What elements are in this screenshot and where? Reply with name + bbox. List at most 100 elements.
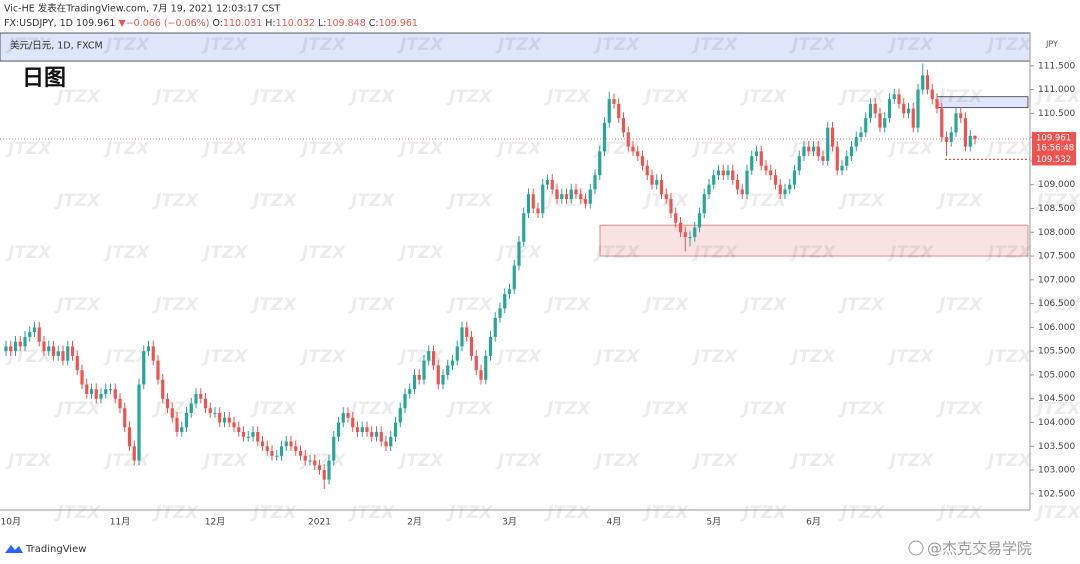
candle-body: [840, 165, 844, 171]
x-tick-label: 3月: [502, 517, 517, 528]
candle-body: [161, 379, 165, 399]
y-tick-label: 106.000: [1038, 323, 1075, 333]
open-value: 110.031: [223, 18, 262, 29]
watermark: JTZX: [348, 87, 395, 107]
watermark: JTZX: [740, 191, 787, 211]
x-tick-label: 5月: [706, 517, 721, 528]
candle-body: [460, 327, 464, 347]
candle-body: [830, 127, 835, 147]
candle-body: [441, 374, 445, 385]
candle-body: [308, 460, 312, 462]
watermark: JTZX: [201, 451, 248, 471]
candle-body: [636, 151, 640, 157]
candle-body: [764, 165, 768, 171]
candle-body: [374, 432, 379, 437]
watermark: JTZX: [201, 35, 248, 55]
candle-body: [108, 389, 113, 391]
candle-body: [199, 393, 203, 399]
zone: [599, 224, 1029, 257]
watermark: JTZX: [54, 191, 101, 211]
watermark: JTZX: [348, 503, 395, 523]
watermark: JTZX: [299, 139, 346, 159]
candle-body: [949, 132, 953, 142]
candle-body: [607, 99, 611, 123]
watermark: JTZX: [397, 35, 444, 55]
candle-body: [835, 146, 839, 171]
candle-body: [583, 198, 588, 204]
candle-body: [954, 113, 958, 133]
candle-body: [142, 351, 146, 385]
candle-body: [512, 265, 516, 290]
plot: [0, 63, 1030, 490]
candle-body: [887, 99, 892, 119]
y-tick-label: 103.500: [1038, 442, 1075, 452]
candle-body: [289, 441, 293, 447]
candle-body: [175, 417, 179, 433]
candle-body: [341, 412, 345, 423]
candle-body: [146, 346, 151, 352]
candle-body: [104, 389, 108, 394]
watermark: JTZX: [985, 35, 1032, 55]
candle-body: [788, 184, 792, 190]
candle-body: [184, 412, 189, 428]
candle-body: [878, 113, 882, 128]
candle-body: [436, 365, 440, 385]
candle-body: [51, 346, 56, 356]
candle-body: [488, 336, 493, 356]
watermark: JTZX: [495, 35, 542, 55]
watermark: JTZX: [838, 503, 885, 523]
candle-body: [602, 122, 607, 152]
candle-body: [127, 427, 132, 447]
candle-body: [275, 455, 279, 457]
watermark: JTZX: [985, 243, 1032, 263]
candle-body: [963, 118, 968, 147]
candle-body: [541, 184, 545, 214]
watermark: JTZX: [593, 451, 640, 471]
watermark: JTZX: [887, 139, 934, 159]
candle-body: [151, 346, 155, 361]
watermark: JTZX: [397, 243, 444, 263]
watermark: JTZX: [103, 347, 150, 367]
y-tick-label: 111.000: [1038, 85, 1075, 95]
candle-body: [227, 417, 231, 423]
candle-body: [678, 222, 683, 233]
candle-body: [370, 432, 374, 437]
candle-body: [545, 179, 550, 185]
candle-body: [417, 374, 421, 380]
y-tick-label: 110.500: [1038, 109, 1075, 119]
candle-body: [968, 135, 972, 147]
watermark: JTZX: [495, 451, 542, 471]
candle-body: [797, 156, 801, 171]
x-tick-label: 10月: [1, 517, 21, 528]
candle-body: [593, 175, 597, 190]
y-tick-label: 103.000: [1038, 466, 1075, 476]
watermark: JTZX: [5, 347, 52, 367]
alert-price-box: [1032, 153, 1076, 166]
candle-body: [845, 156, 849, 166]
watermark: JTZX: [789, 243, 836, 263]
candle-body: [47, 346, 51, 352]
watermark: JTZX: [299, 35, 346, 55]
watermark: JTZX: [250, 191, 297, 211]
candle-body: [37, 327, 41, 342]
currency: JPY: [1045, 40, 1058, 49]
candle-body: [940, 108, 944, 138]
candle-body: [859, 132, 863, 138]
candle-body: [522, 213, 526, 242]
watermark: JTZX: [691, 35, 738, 55]
candle-body: [631, 146, 635, 152]
candle-body: [123, 408, 127, 428]
candle-body: [412, 374, 417, 390]
candle-body: [503, 294, 507, 309]
watermark: JTZX: [740, 503, 787, 523]
watermark: JTZX: [691, 139, 738, 159]
watermark: JTZX: [250, 399, 297, 419]
watermark: JTZX: [495, 139, 542, 159]
candle-body: [279, 446, 284, 456]
y-tick-label: 104.000: [1038, 418, 1075, 428]
watermark: JTZX: [1034, 87, 1080, 107]
watermark: JTZX: [250, 503, 297, 523]
candle-body: [384, 441, 388, 447]
